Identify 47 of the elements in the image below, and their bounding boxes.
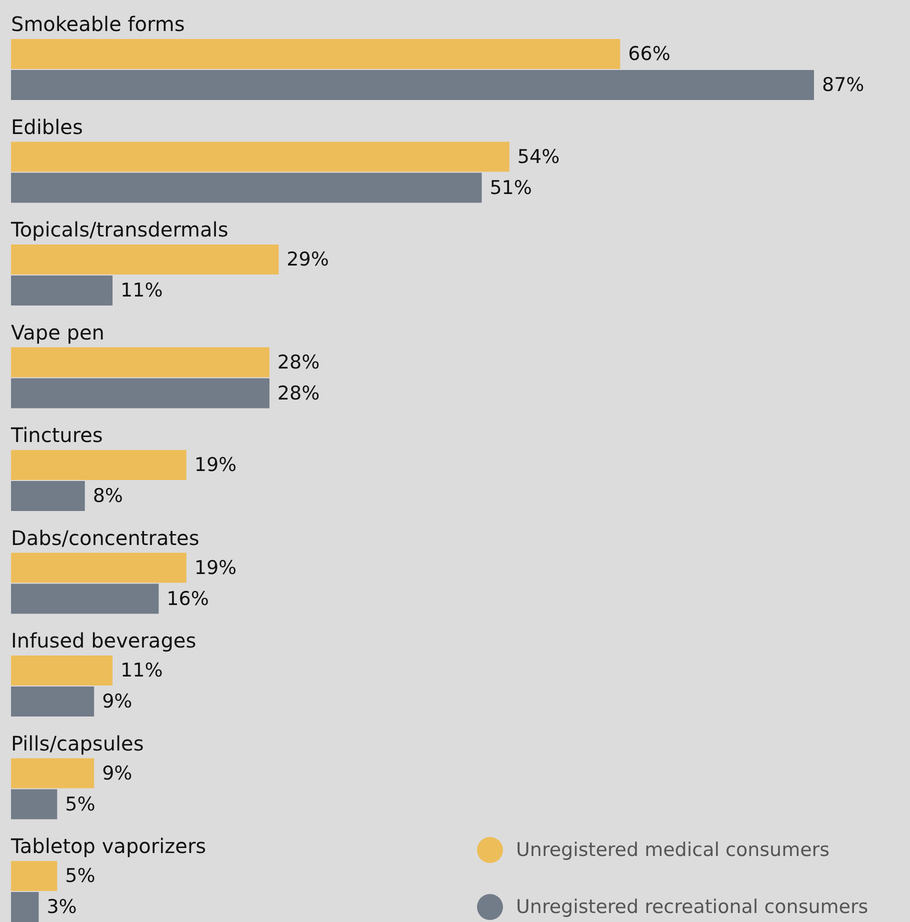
data-label: 28%	[277, 382, 320, 404]
bar	[11, 656, 113, 686]
legend-label: Unregistered recreational consumers	[516, 896, 868, 918]
data-label: 16%	[166, 588, 209, 610]
bar	[11, 276, 113, 306]
data-label: 3%	[46, 896, 77, 918]
y-tick-label: Tinctures	[10, 423, 103, 447]
bar	[11, 552, 186, 583]
y-tick-label: Tabletop vaporizers	[10, 834, 206, 858]
bar	[11, 861, 58, 891]
data-label: 19%	[194, 454, 237, 476]
data-label: 9%	[102, 690, 132, 712]
data-label: 11%	[120, 660, 163, 682]
bar	[11, 347, 270, 378]
legend-label: Unregistered medical consumers	[516, 839, 830, 861]
y-tick-label: Dabs/concentrates	[11, 526, 200, 550]
y-tick-label: Smokeable forms	[11, 12, 185, 36]
y-tick-label: Topicals/transdermals	[10, 218, 228, 242]
bar	[11, 758, 94, 788]
data-label: 28%	[277, 351, 320, 374]
bar	[11, 450, 186, 480]
y-tick-label: Vape pen	[11, 320, 104, 344]
y-tick-label: Infused beverages	[11, 628, 196, 652]
bar	[11, 172, 482, 203]
data-label: 51%	[490, 176, 532, 199]
bar	[11, 686, 94, 716]
data-label: 5%	[65, 865, 96, 887]
bar	[11, 142, 510, 172]
bar	[11, 39, 620, 69]
bar	[11, 789, 58, 820]
data-label: 54%	[517, 146, 560, 168]
data-label: 87%	[822, 74, 864, 96]
bar	[11, 244, 279, 274]
bar	[11, 378, 270, 408]
bar	[11, 584, 159, 614]
data-label: 29%	[286, 248, 329, 270]
bar	[11, 892, 39, 922]
data-label: 11%	[120, 280, 163, 302]
data-label: 5%	[65, 793, 96, 816]
bar	[11, 481, 85, 511]
data-label: 8%	[92, 485, 123, 507]
y-tick-label: Edibles	[11, 114, 83, 139]
bar	[11, 70, 814, 100]
data-label: 66%	[628, 43, 670, 65]
data-label: 9%	[102, 762, 132, 784]
data-label: 19%	[194, 556, 237, 579]
y-tick-label: Pills/capsules	[11, 731, 144, 756]
